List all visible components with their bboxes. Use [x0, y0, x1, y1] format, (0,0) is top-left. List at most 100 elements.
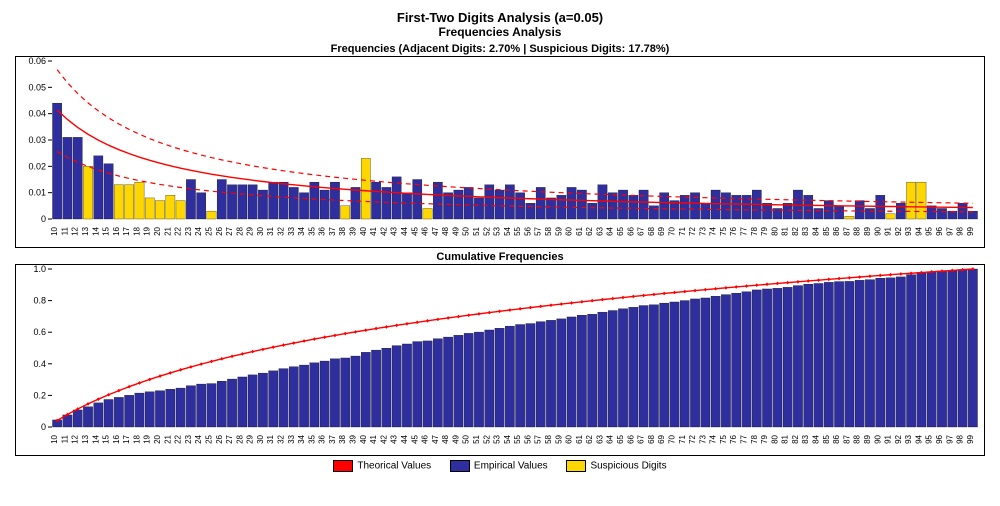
- svg-text:71: 71: [678, 226, 687, 235]
- svg-text:67: 67: [637, 434, 646, 443]
- svg-text:14: 14: [91, 434, 100, 443]
- svg-text:73: 73: [698, 434, 707, 443]
- svg-text:72: 72: [688, 226, 697, 235]
- svg-text:32: 32: [277, 226, 286, 235]
- svg-text:75: 75: [719, 226, 728, 235]
- svg-text:92: 92: [894, 226, 903, 235]
- svg-text:10: 10: [50, 226, 59, 235]
- svg-text:81: 81: [781, 434, 790, 443]
- svg-text:90: 90: [873, 226, 882, 235]
- svg-text:46: 46: [421, 434, 430, 443]
- svg-text:91: 91: [884, 434, 893, 443]
- svg-text:0.01: 0.01: [28, 188, 46, 198]
- svg-text:87: 87: [842, 226, 851, 235]
- svg-text:14: 14: [91, 226, 100, 235]
- svg-text:12: 12: [71, 434, 80, 443]
- svg-text:24: 24: [194, 434, 203, 443]
- svg-text:43: 43: [390, 434, 399, 443]
- svg-text:0: 0: [41, 214, 46, 224]
- svg-text:74: 74: [709, 434, 718, 443]
- svg-text:30: 30: [256, 226, 265, 235]
- svg-text:75: 75: [719, 434, 728, 443]
- svg-text:98: 98: [956, 226, 965, 235]
- svg-text:42: 42: [379, 226, 388, 235]
- svg-text:22: 22: [174, 226, 183, 235]
- svg-text:44: 44: [400, 434, 409, 443]
- svg-text:30: 30: [256, 434, 265, 443]
- svg-text:84: 84: [812, 226, 821, 235]
- legend-theoretical: Theorical Values: [333, 460, 431, 472]
- svg-text:37: 37: [328, 434, 337, 443]
- svg-text:99: 99: [966, 226, 975, 235]
- svg-text:68: 68: [647, 226, 656, 235]
- svg-text:16: 16: [112, 226, 121, 235]
- svg-text:0.6: 0.6: [33, 327, 46, 337]
- svg-text:86: 86: [832, 226, 841, 235]
- svg-text:13: 13: [81, 226, 90, 235]
- svg-text:88: 88: [853, 434, 862, 443]
- svg-text:67: 67: [637, 226, 646, 235]
- svg-text:0.02: 0.02: [28, 161, 46, 171]
- svg-text:0.03: 0.03: [28, 135, 46, 145]
- svg-text:70: 70: [667, 434, 676, 443]
- svg-text:42: 42: [379, 434, 388, 443]
- svg-text:61: 61: [575, 226, 584, 235]
- svg-text:38: 38: [338, 226, 347, 235]
- title-block: First-Two Digits Analysis (a=0.05) Frequ…: [15, 10, 985, 39]
- svg-text:79: 79: [760, 434, 769, 443]
- svg-text:66: 66: [626, 226, 635, 235]
- svg-text:62: 62: [585, 434, 594, 443]
- svg-text:32: 32: [277, 434, 286, 443]
- svg-text:68: 68: [647, 434, 656, 443]
- svg-text:85: 85: [822, 226, 831, 235]
- svg-text:55: 55: [513, 434, 522, 443]
- svg-text:36: 36: [318, 434, 327, 443]
- svg-text:52: 52: [482, 434, 491, 443]
- svg-text:69: 69: [657, 226, 666, 235]
- svg-text:33: 33: [287, 226, 296, 235]
- svg-text:96: 96: [935, 434, 944, 443]
- svg-text:49: 49: [451, 226, 460, 235]
- sub-title: Frequencies Analysis: [15, 25, 985, 39]
- svg-text:52: 52: [482, 226, 491, 235]
- svg-text:37: 37: [328, 226, 337, 235]
- svg-text:59: 59: [554, 434, 563, 443]
- legend: Theorical Values Empirical Values Suspic…: [15, 460, 985, 472]
- svg-text:0.06: 0.06: [28, 57, 46, 66]
- svg-text:0: 0: [41, 422, 46, 432]
- svg-text:95: 95: [925, 434, 934, 443]
- svg-text:0.4: 0.4: [33, 359, 46, 369]
- svg-text:81: 81: [781, 226, 790, 235]
- svg-text:66: 66: [626, 434, 635, 443]
- svg-text:27: 27: [225, 226, 234, 235]
- svg-text:76: 76: [729, 226, 738, 235]
- svg-text:45: 45: [410, 226, 419, 235]
- svg-text:50: 50: [462, 434, 471, 443]
- svg-text:44: 44: [400, 226, 409, 235]
- svg-text:90: 90: [873, 434, 882, 443]
- svg-text:39: 39: [349, 434, 358, 443]
- svg-text:96: 96: [935, 226, 944, 235]
- svg-text:61: 61: [575, 434, 584, 443]
- svg-text:64: 64: [606, 226, 615, 235]
- main-title: First-Two Digits Analysis (a=0.05): [15, 10, 985, 25]
- svg-text:73: 73: [698, 226, 707, 235]
- svg-text:92: 92: [894, 434, 903, 443]
- svg-text:76: 76: [729, 434, 738, 443]
- svg-text:97: 97: [945, 434, 954, 443]
- svg-text:97: 97: [945, 226, 954, 235]
- legend-suspicious: Suspicious Digits: [566, 460, 666, 472]
- svg-text:43: 43: [390, 226, 399, 235]
- svg-text:0.05: 0.05: [28, 82, 46, 92]
- svg-text:47: 47: [431, 226, 440, 235]
- svg-text:65: 65: [616, 434, 625, 443]
- svg-text:80: 80: [770, 434, 779, 443]
- svg-text:88: 88: [853, 226, 862, 235]
- svg-text:56: 56: [523, 226, 532, 235]
- legend-empirical: Empirical Values: [450, 460, 548, 472]
- svg-text:80: 80: [770, 226, 779, 235]
- svg-text:82: 82: [791, 434, 800, 443]
- svg-text:25: 25: [204, 434, 213, 443]
- svg-text:89: 89: [863, 226, 872, 235]
- svg-text:11: 11: [60, 434, 69, 443]
